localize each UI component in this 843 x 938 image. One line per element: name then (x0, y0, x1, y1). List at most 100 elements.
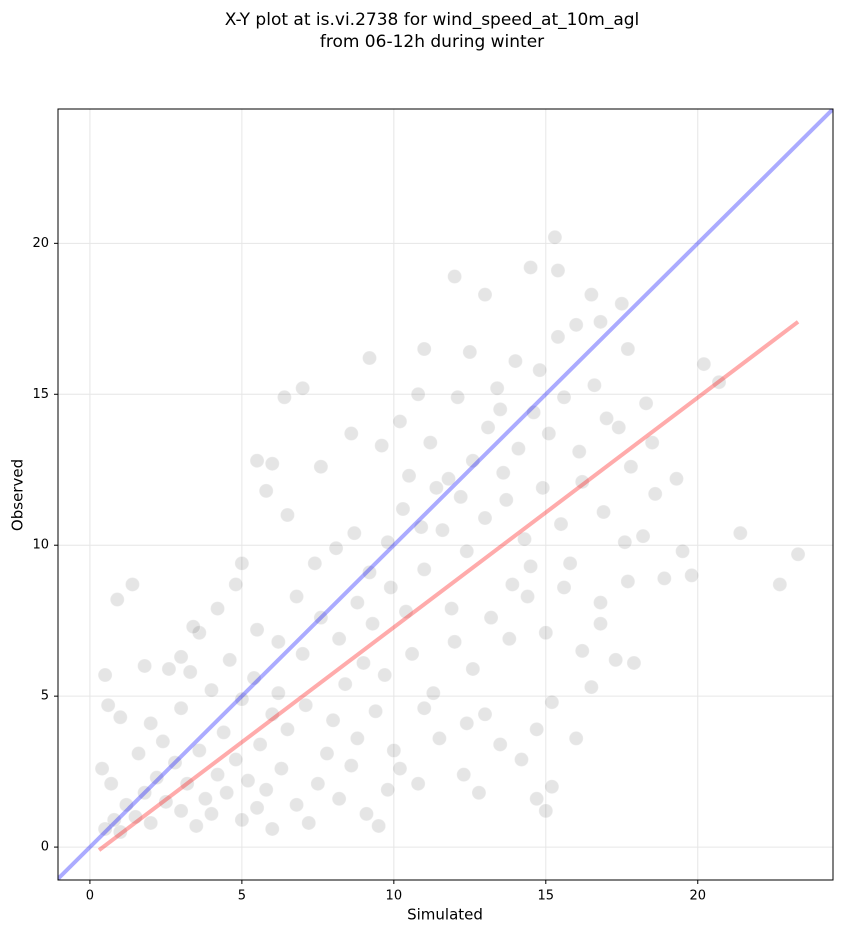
point (556, 579, 572, 595)
point (638, 395, 654, 411)
point (240, 773, 256, 789)
point (550, 329, 566, 345)
point (362, 564, 378, 580)
point (529, 721, 545, 737)
point (459, 715, 475, 731)
point (386, 742, 402, 758)
point (249, 622, 265, 638)
point (608, 652, 624, 668)
point (668, 471, 684, 487)
point (149, 770, 165, 786)
point (173, 700, 189, 716)
plot-frame (57, 108, 834, 881)
point (203, 682, 219, 698)
point (228, 576, 244, 592)
point (532, 362, 548, 378)
chart-title: from 06-12h during winter (320, 32, 544, 52)
point (635, 528, 651, 544)
point (273, 761, 289, 777)
point (571, 444, 587, 460)
point (337, 676, 353, 692)
point (279, 721, 295, 737)
point (535, 480, 551, 496)
point (295, 380, 311, 396)
point (732, 525, 748, 541)
point (380, 534, 396, 550)
point (568, 730, 584, 746)
point (112, 709, 128, 725)
point (143, 715, 159, 731)
point (523, 259, 539, 275)
point (593, 595, 608, 611)
point (447, 269, 463, 285)
point (617, 534, 633, 550)
y-tick-label: 20 (32, 236, 49, 251)
point (656, 570, 672, 586)
point (179, 776, 195, 792)
point (331, 631, 347, 647)
point (626, 655, 642, 671)
point (453, 489, 469, 505)
point (276, 389, 292, 405)
point (173, 649, 189, 665)
point (161, 661, 177, 677)
point (614, 296, 630, 312)
point (234, 691, 250, 707)
point (246, 670, 262, 686)
point (222, 652, 238, 668)
point (538, 625, 554, 641)
point (197, 791, 213, 807)
point (264, 706, 280, 722)
point (346, 525, 362, 541)
point (264, 456, 280, 472)
point (550, 263, 566, 279)
point (444, 601, 460, 617)
point (480, 419, 496, 435)
point (593, 314, 608, 330)
point (216, 724, 232, 740)
point (131, 746, 147, 762)
point (118, 797, 134, 813)
point (611, 419, 627, 435)
point (568, 317, 584, 333)
point (538, 803, 554, 819)
point (459, 543, 475, 559)
point (349, 730, 365, 746)
point (307, 555, 323, 571)
point (343, 758, 359, 774)
point (593, 616, 608, 632)
fit-line (97, 320, 800, 852)
point (675, 543, 691, 559)
point (510, 441, 526, 457)
point (556, 389, 572, 405)
point (252, 736, 268, 752)
point (185, 619, 201, 635)
point (210, 601, 226, 617)
point (103, 776, 119, 792)
point (416, 341, 432, 357)
point (498, 492, 514, 508)
point (191, 625, 207, 641)
point (523, 558, 539, 574)
point (529, 791, 545, 807)
x-tick-label: 20 (689, 889, 706, 904)
point (413, 519, 429, 535)
point (258, 483, 274, 499)
point (447, 634, 463, 650)
point (106, 812, 122, 828)
x-tick-label: 10 (386, 889, 403, 904)
point (431, 730, 447, 746)
point (410, 776, 426, 792)
point (553, 516, 569, 532)
point (574, 643, 590, 659)
point (319, 746, 335, 762)
x-axis-label: Simulated (407, 906, 483, 924)
point (371, 818, 387, 834)
point (465, 453, 481, 469)
point (507, 353, 523, 369)
point (772, 576, 788, 592)
point (477, 287, 493, 303)
point (477, 706, 493, 722)
point (489, 380, 505, 396)
